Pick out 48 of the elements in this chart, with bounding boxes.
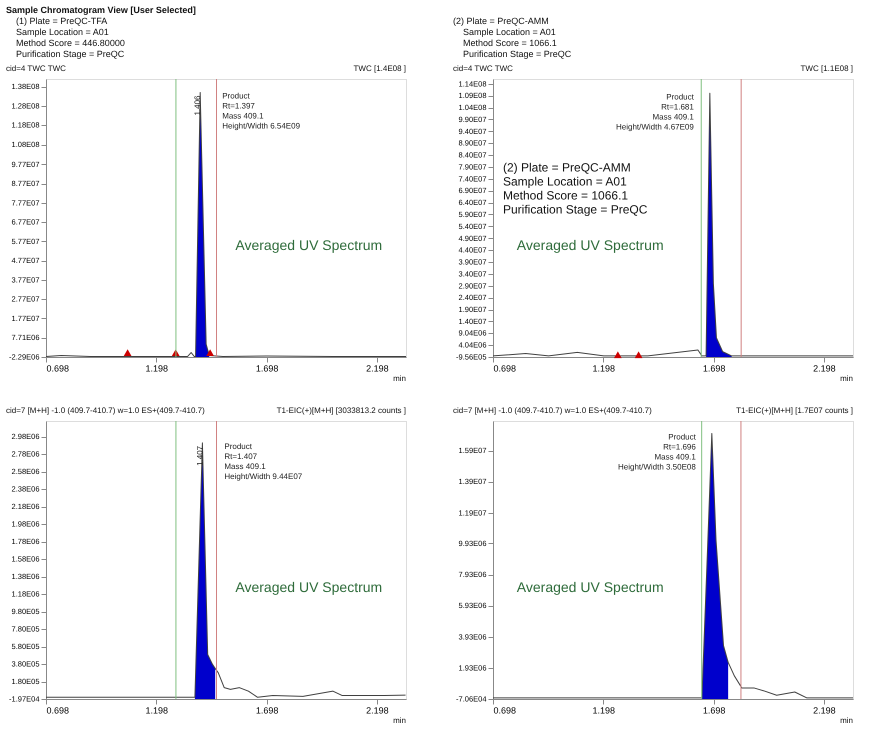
x-tick-label: 2.198: [813, 706, 836, 716]
x-tick-label: 1.198: [592, 706, 616, 716]
x-tick-label: 0.698: [494, 706, 516, 716]
annotation: Averaged UV Spectrum: [235, 236, 382, 253]
text: Method Score = 1066.1: [463, 38, 557, 48]
chart-subtitle: TWC [1.1E08 ]: [800, 64, 853, 73]
annotation: Product Rt=1.696 Mass 409.1 Height/Width 3.50E08: [618, 432, 697, 472]
chart-title: cid=7 [M+H] -1.0 (409.7-410.7) w=1.0 ES+(409.7-410.7): [6, 406, 206, 415]
x-tick-label: 2.198: [813, 364, 836, 374]
annotation: Averaged UV Spectrum: [235, 578, 382, 595]
annotation: Product Rt=1.681 Mass 409.1 Height/Width 4.67E09: [616, 92, 695, 132]
text: Sample Chromatogram View [User Selected]: [6, 5, 196, 15]
text: (2) Plate = PreQC-AMM: [453, 16, 549, 26]
x-tick-label: 2.198: [366, 364, 389, 374]
text: Method Score = 446.80000: [16, 38, 125, 48]
text: Purification Stage = PreQC: [16, 49, 125, 59]
x-axis-title: min: [393, 716, 406, 725]
x-axis-title: min: [393, 374, 406, 383]
text: Sample Location = A01: [463, 27, 556, 37]
x-axis-title: min: [840, 374, 853, 383]
x-tick-label: 0.698: [46, 706, 70, 716]
annotation: (2) Plate = PreQC-AMM Sample Location = A01 Method Score = 1066.1 Purification Stage = PreQC: [503, 160, 648, 216]
x-tick-label: 1.698: [702, 364, 726, 374]
annotation: Product Rt=1.397 Mass 409.1 Height/Width 6.54E09: [222, 91, 301, 130]
x-tick-label: 1.198: [146, 364, 168, 374]
chart-subtitle: TWC [1.4E08 ]: [354, 64, 406, 73]
chart-title: cid=7 [M+H] -1.0 (409.7-410.7) w=1.0 ES+(409.7-410.7): [453, 406, 652, 415]
x-tick-label: 0.698: [494, 364, 516, 374]
text: Purification Stage = PreQC: [463, 49, 572, 59]
annotation: Averaged UV Spectrum: [516, 578, 664, 595]
annotation: 1.406: [193, 94, 202, 116]
annotation: Averaged UV Spectrum: [516, 236, 664, 253]
x-tick-label: 2.198: [366, 706, 389, 716]
chart-title: cid=4 TWC TWC: [6, 64, 66, 73]
annotation: Product Rt=1.407 Mass 409.1 Height/Width 9.44E07: [224, 442, 303, 481]
x-tick-label: 1.198: [146, 706, 168, 716]
x-tick-label: 1.198: [592, 364, 616, 374]
chart-subtitle: T1-EIC(+)[M+H] [1.7E07 counts ]: [736, 406, 853, 415]
chart-subtitle: T1-EIC(+)[M+H] [3033813.2 counts ]: [276, 406, 406, 415]
annotation: 1.407: [195, 445, 204, 466]
chart-title: cid=4 TWC TWC: [453, 64, 514, 73]
x-tick-label: 1.698: [256, 364, 278, 374]
x-axis-title: min: [840, 716, 853, 725]
x-tick-label: 1.698: [256, 706, 278, 716]
text: (1) Plate = PreQC-TFA: [16, 16, 108, 26]
text: Sample Location = A01: [16, 27, 109, 37]
x-tick-label: 0.698: [46, 364, 70, 374]
x-tick-label: 1.698: [702, 706, 726, 716]
